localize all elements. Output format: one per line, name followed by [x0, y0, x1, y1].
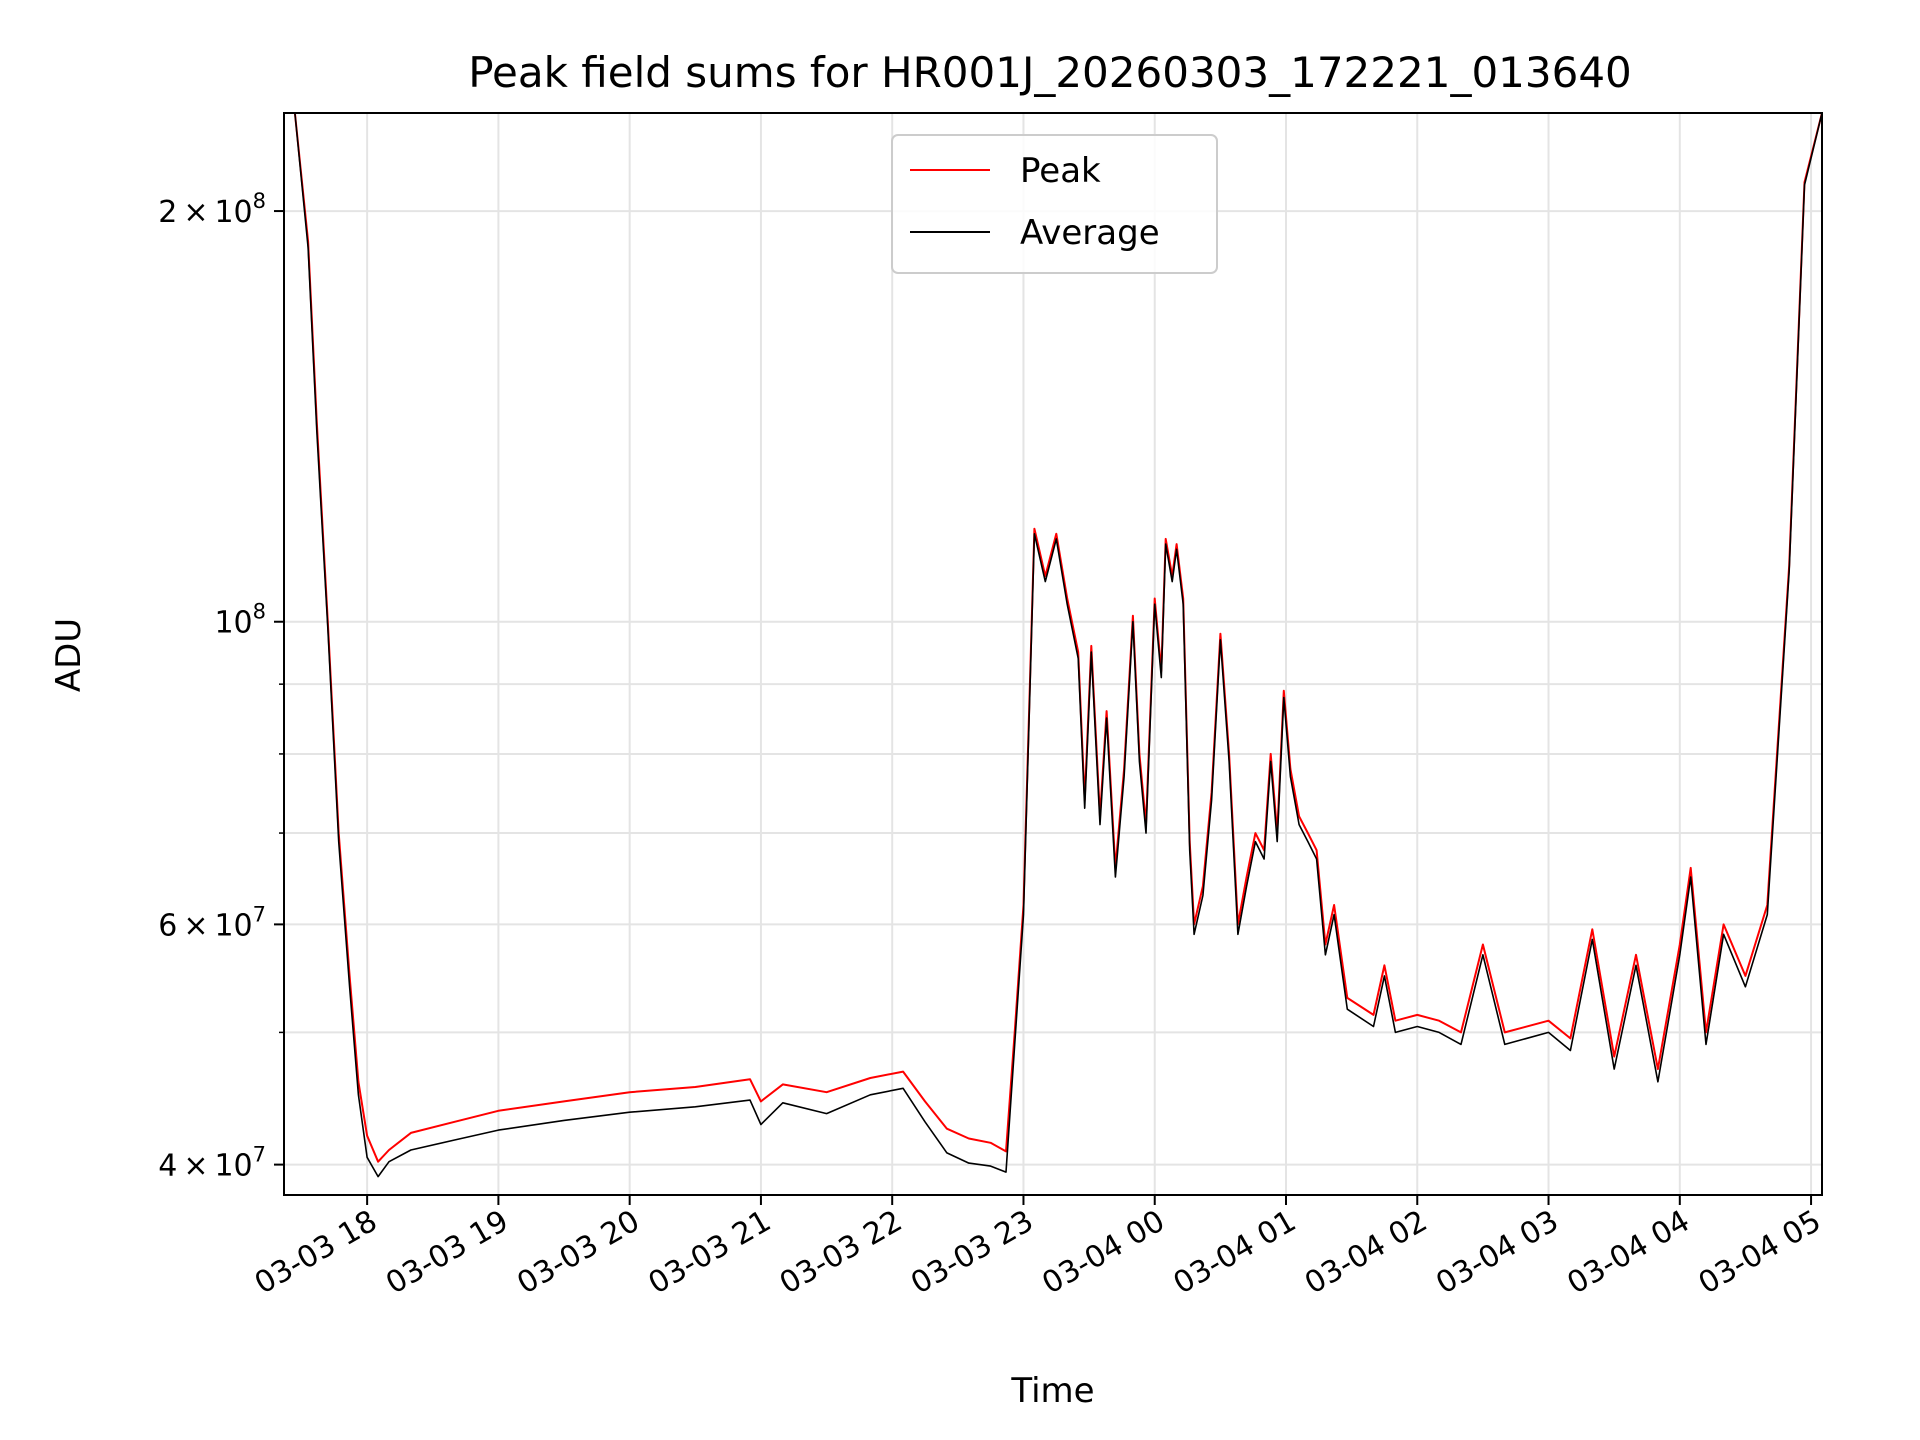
y-tick-label: 2 × 108 — [158, 189, 266, 230]
legend-label-average: Average — [1020, 213, 1160, 253]
y-tick-label: 108 — [214, 600, 266, 641]
series-line-peak — [284, 112, 1823, 1163]
x-axis-title: Time — [1010, 1371, 1094, 1411]
y-tick-label: 4 × 107 — [158, 1143, 266, 1184]
y-axis-title: ADU — [49, 618, 89, 692]
legend-label-peak: Peak — [1020, 151, 1101, 191]
grid — [284, 113, 1822, 1195]
chart-title: Peak field sums for HR001J_20260303_1722… — [468, 48, 1632, 97]
legend: Peak Average — [891, 134, 1218, 274]
plot-area-frame — [283, 112, 1823, 1196]
y-tick-label: 6 × 107 — [158, 902, 266, 943]
series-lines — [284, 112, 1823, 1178]
series-line-average — [284, 112, 1823, 1178]
